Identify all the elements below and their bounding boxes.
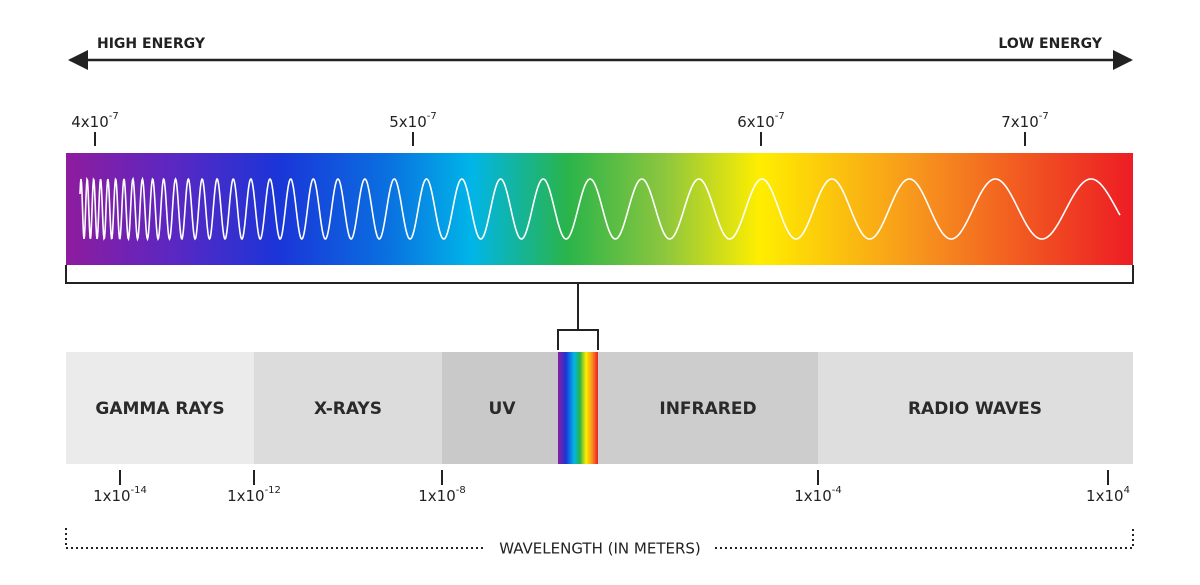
dotted-axis [65,528,1134,549]
band-label: X-RAYS [314,399,382,419]
bracket [65,265,1134,350]
tick-label: 7x10-7 [1001,111,1049,131]
tick-label: 1x10-8 [418,485,466,505]
tick-label: 1x10-4 [794,485,842,505]
low-energy-label: LOW ENERGY [998,36,1102,52]
tick-label: 1x10-12 [227,485,281,505]
band-label: GAMMA RAYS [95,399,224,419]
visible-band [558,352,598,464]
band [818,352,1133,464]
band [254,352,442,464]
tick-label: 4x10-7 [71,111,119,131]
band-label: RADIO WAVES [908,399,1042,419]
tick-label: 1x104 [1086,485,1130,505]
tick-label: 5x10-7 [389,111,437,131]
visible-ticks [94,132,1026,146]
band-label: INFRARED [659,399,756,419]
band-label: UV [489,399,517,419]
wavelength-ticks [119,470,1109,485]
tick-label: 1x10-14 [93,485,147,505]
high-energy-label: HIGH ENERGY [97,36,206,52]
wave [79,176,1121,242]
band [442,352,558,464]
visible-spectrum [66,153,1133,265]
band [66,352,254,464]
axis-label: WAVELENGTH (IN METERS) [499,540,701,558]
band [598,352,818,464]
tick-label: 6x10-7 [737,111,785,131]
